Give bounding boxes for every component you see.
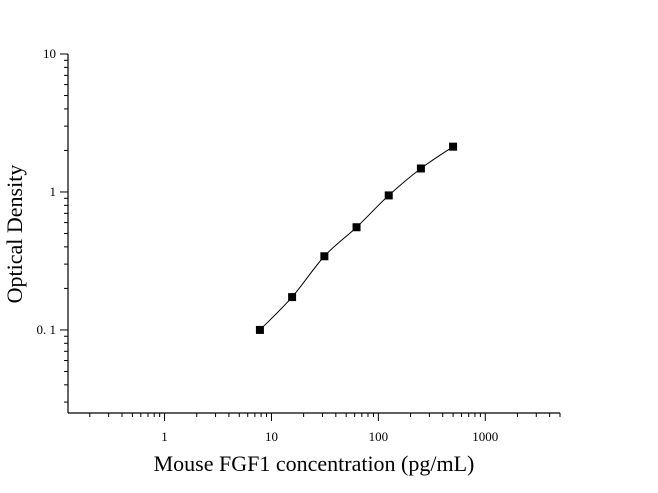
x-axis-title: Mouse FGF1 concentration (pg/mL) [154, 451, 475, 476]
data-point [416, 164, 425, 173]
data-point [255, 325, 264, 334]
data-point [352, 223, 361, 232]
y-tick-label: 0. 1 [37, 322, 57, 337]
data-point [320, 252, 329, 261]
x-tick-label: 100 [369, 429, 389, 444]
y-tick-label: 1 [50, 184, 57, 199]
x-tick-label: 10 [265, 429, 278, 444]
data-point [384, 191, 393, 200]
data-point [449, 142, 458, 151]
fit-line [259, 146, 454, 331]
y-axis-title: Optical Density [2, 165, 27, 304]
data-point [288, 293, 297, 302]
y-tick-label: 10 [43, 46, 56, 61]
x-tick-label: 1000 [472, 429, 498, 444]
x-tick-label: 1 [161, 429, 168, 444]
